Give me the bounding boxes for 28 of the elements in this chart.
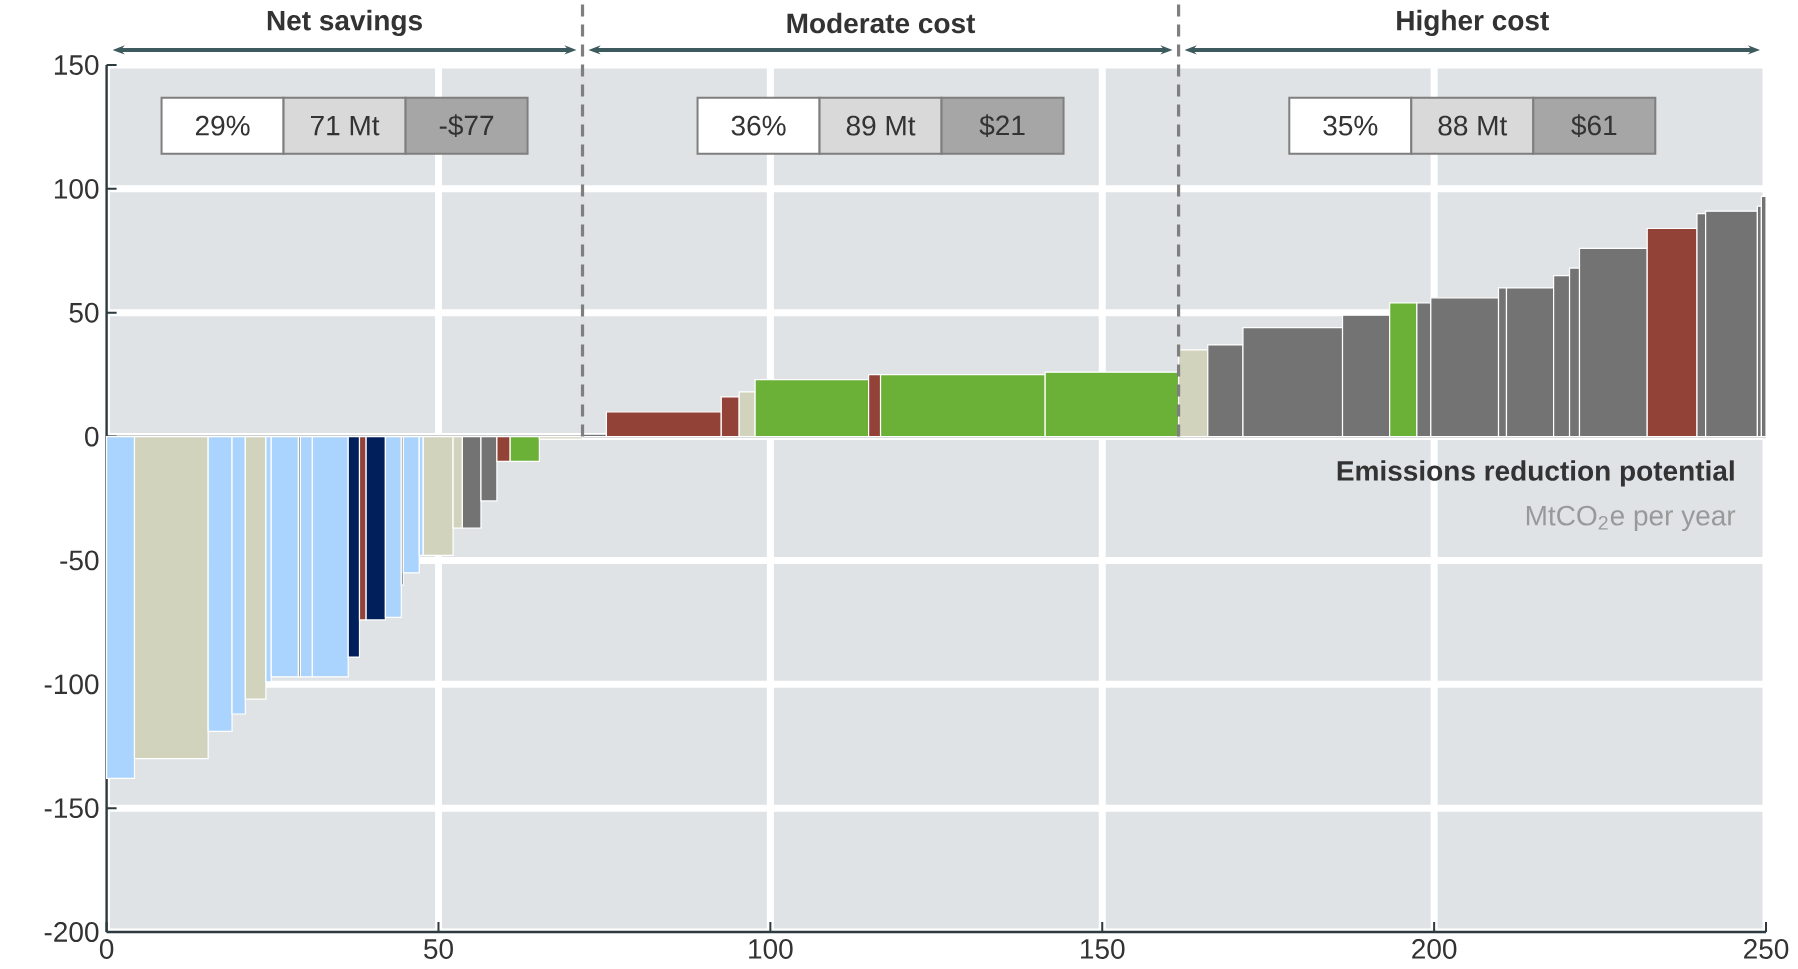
annotation: 29% [195,115,250,136]
y-tick-label: -150 [44,798,99,819]
annotation: -$77 [439,114,494,138]
text: Moderate cost [787,12,976,34]
text: Net savings [267,9,422,37]
y-tick-label: 100 [54,178,99,199]
x-tick-label: 150 [1081,939,1125,959]
y-tick-label: 50 [69,302,99,323]
y-tick-label: 0 [85,426,99,447]
text: Higher cost [1397,9,1549,37]
x-tick-label: 200 [1412,939,1457,959]
y-tick-label: -200 [44,922,99,942]
annotation: 36% [731,115,786,136]
annotation: MtCO$_{2}$e per year [1526,505,1736,532]
annotation: 88 Mt [1438,115,1508,136]
y-tick-label: -50 [60,550,99,571]
y-tick-label: -100 [44,674,99,695]
x-tick-label: 50 [424,939,453,959]
annotation: 71 Mt [310,115,380,136]
annotation: 35% [1323,115,1378,136]
y-tick-label: 150 [54,55,99,75]
annotation: $21 [979,114,1025,138]
x-tick-label: 100 [749,939,793,959]
x-tick-label: 250 [1744,939,1789,959]
annotation: 89 Mt [846,115,916,136]
x-tick-label: 0 [99,939,114,959]
annotation: $61 [1571,114,1617,138]
x-axis-title: Emissions reduction potential [1337,460,1734,487]
